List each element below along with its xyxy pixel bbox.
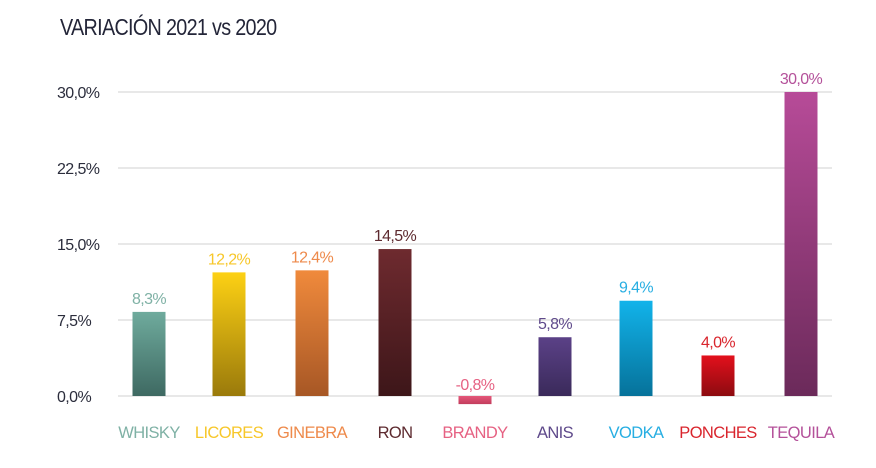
chart-title: VARIACIÓN 2021 vs 2020 (60, 14, 277, 40)
y-tick-label: 30,0% (57, 85, 100, 102)
y-tick-label: 22,5% (57, 161, 100, 178)
y-tick-label: 7,5% (57, 313, 91, 330)
bar-ponches (701, 355, 735, 396)
x-tick-label: LICORES (195, 424, 264, 442)
bar-anis (538, 337, 572, 396)
x-tick-label: WHISKY (118, 424, 180, 442)
x-tick-label: RON (378, 424, 413, 442)
bar-ginebra (295, 270, 329, 396)
data-label: 30,0% (780, 71, 823, 88)
y-axis-ticks: 0,0% 7,5% 15,0% 22,5% 30,0% (57, 85, 100, 406)
bar-tequila (784, 92, 818, 396)
x-tick-label: GINEBRA (277, 424, 348, 442)
data-label: 12,2% (208, 251, 251, 268)
x-axis-labels: WHISKY LICORES GINEBRA RON BRANDY ANIS VODKA PO… (118, 424, 835, 442)
bars (132, 92, 818, 405)
x-tick-label: VODKA (609, 424, 664, 442)
bar-brandy (458, 396, 492, 405)
data-label: 14,5% (374, 228, 417, 245)
data-labels: 8,3% 12,2% 12,4% 14,5% -0,8% 5,8% 9,4% 4,0% 30,0… (132, 71, 823, 394)
data-label: 12,4% (291, 249, 334, 266)
x-tick-label: TEQUILA (768, 424, 835, 442)
x-tick-label: PONCHES (679, 424, 757, 442)
data-label: -0,8% (456, 377, 495, 394)
bar-ron (378, 249, 412, 396)
data-label: 4,0% (701, 334, 735, 351)
x-tick-label: BRANDY (442, 424, 508, 442)
data-label: 9,4% (619, 280, 653, 297)
bar-whisky (132, 311, 166, 396)
y-tick-label: 15,0% (57, 237, 100, 254)
bar-licores (212, 272, 246, 396)
data-label: 8,3% (132, 291, 166, 308)
data-label: 5,8% (538, 316, 572, 333)
y-tick-label: 0,0% (57, 389, 91, 406)
x-tick-label: ANIS (537, 424, 574, 442)
bar-vodka (619, 300, 653, 396)
